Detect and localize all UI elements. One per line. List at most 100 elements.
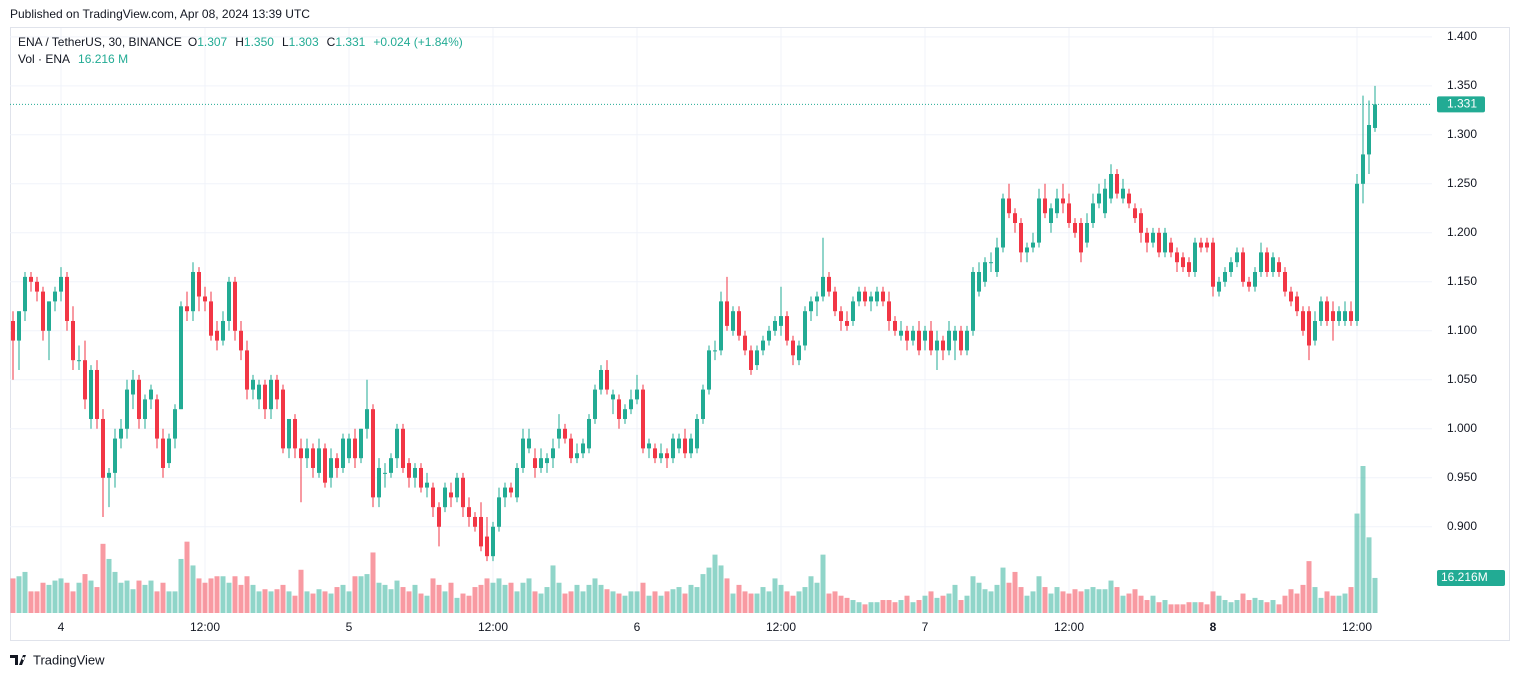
volume-bar [154, 591, 160, 613]
candle-body [239, 330, 243, 351]
candle-body [845, 320, 849, 326]
candle-body [1295, 296, 1299, 312]
volume-bar [28, 591, 34, 613]
volume-bar [268, 591, 274, 613]
volume-bar [916, 600, 922, 613]
volume-bar [214, 576, 220, 613]
candle-body [983, 262, 987, 282]
x-tick-label: 12:00 [190, 620, 220, 634]
volume-bar [322, 591, 328, 613]
volume-bar [304, 591, 310, 613]
volume-bar [328, 593, 334, 613]
volume-bar [286, 591, 292, 613]
candle-body [875, 291, 879, 302]
volume-bar [736, 584, 742, 613]
volume-bar [106, 558, 112, 613]
volume-bar [1096, 589, 1102, 613]
volume-bar [904, 595, 910, 613]
volume-bar [1228, 602, 1234, 613]
volume-bar [862, 604, 868, 613]
ohlc-label: O [188, 35, 197, 49]
candle-body [821, 276, 825, 297]
candle-body [569, 438, 573, 459]
candle-body [65, 276, 69, 321]
candle-body [755, 350, 759, 366]
candle-body [59, 276, 63, 292]
candle-body [911, 330, 915, 341]
candle-body [563, 428, 567, 439]
candle-body [1145, 232, 1149, 243]
candle-body [209, 301, 213, 336]
volume-bar [790, 595, 796, 613]
x-tick-label: 8 [1210, 620, 1217, 634]
candle-body [533, 458, 537, 468]
volume-bar [880, 600, 886, 613]
legend: ENA / TetherUS, 30, BINANCE O1.307 H1.350 L… [18, 35, 463, 49]
candle-body [1097, 193, 1101, 204]
candle-body [155, 399, 159, 439]
volume-bar [634, 591, 640, 613]
candle-body [185, 306, 189, 312]
candle-body [935, 340, 939, 351]
candle-body [329, 458, 333, 478]
volume-bar [898, 600, 904, 613]
candle-body [995, 247, 999, 272]
volume-bar [1324, 591, 1330, 613]
candle-body [1253, 271, 1257, 287]
y-tick-label: 0.950 [1447, 470, 1477, 484]
candle-body [1037, 198, 1041, 243]
volume-bar [172, 591, 178, 613]
candle-body [611, 394, 615, 400]
candle-body [335, 458, 339, 468]
volume-bar [406, 591, 412, 613]
volume-bar [688, 584, 694, 613]
candle-body [683, 438, 687, 454]
candle-body [947, 330, 951, 351]
candle-body [965, 330, 969, 351]
volume-bar [232, 576, 238, 613]
candle-body [389, 458, 393, 473]
candle-body [197, 271, 201, 297]
volume-bar [928, 591, 934, 613]
volume-bar [532, 591, 538, 613]
candle-body [311, 448, 315, 468]
candle-body [1073, 223, 1077, 233]
candle-body [689, 438, 693, 454]
last-price-tag [1437, 96, 1485, 113]
candle-body [635, 389, 639, 400]
volume-bar [1006, 582, 1012, 613]
candle-body [161, 438, 165, 468]
volume-bar [256, 591, 262, 613]
candle-body [473, 516, 477, 527]
x-tick-label: 12:00 [1342, 620, 1372, 634]
candle-body [251, 379, 255, 390]
candle-body [971, 271, 975, 331]
volume-bar [1156, 602, 1162, 613]
volume-bar [1360, 466, 1366, 613]
candle-body [449, 492, 453, 498]
volume-bar [340, 584, 346, 613]
candle-body [725, 301, 729, 326]
candle-body [1067, 203, 1071, 223]
candle-body [53, 291, 57, 302]
candle-body [779, 316, 783, 326]
candle-body [413, 467, 417, 478]
volume-bar [568, 591, 574, 613]
ohlc-value: 1.350 [244, 35, 274, 49]
candle-body [101, 418, 105, 478]
candle-body [491, 526, 495, 557]
y-tick-label: 1.100 [1447, 323, 1477, 337]
volume-bar [196, 578, 202, 613]
volume-bar [490, 582, 496, 613]
volume-bar [1120, 595, 1126, 613]
last-volume-label: 16.216M [1441, 570, 1488, 584]
candle-body [1091, 203, 1095, 223]
volume-bar [478, 584, 484, 613]
candle-body [1163, 232, 1167, 253]
volume-bar [694, 587, 700, 613]
candle-body [527, 438, 531, 449]
candle-body [1319, 301, 1323, 321]
candle-body [1301, 311, 1305, 331]
volume-bar [454, 597, 460, 613]
ohlc-label: C [327, 35, 336, 49]
